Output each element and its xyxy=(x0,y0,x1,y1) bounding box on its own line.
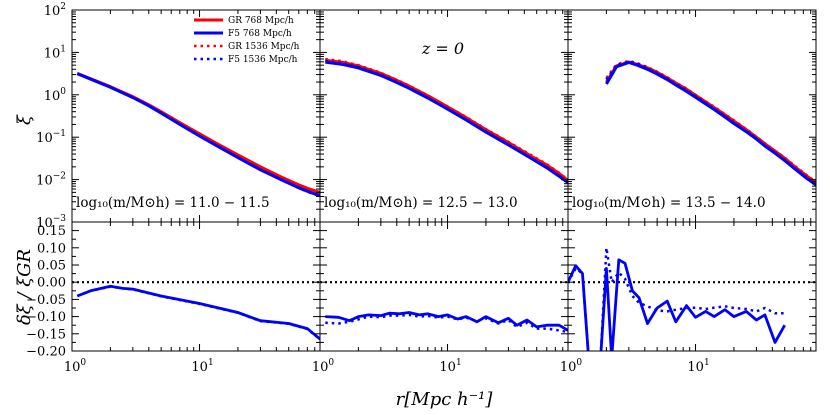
series-layer xyxy=(72,57,816,351)
x-tick-label: 101 xyxy=(687,358,709,375)
ratio-768-line xyxy=(568,258,786,351)
ratio-768-line xyxy=(325,311,568,332)
top-y-axis-label: ξ xyxy=(14,114,35,125)
panel-frame-bottom xyxy=(319,221,569,352)
x-tick-label: 100 xyxy=(312,358,335,375)
panel-frame-top xyxy=(567,9,817,223)
legend-label-gr-768: GR 768 Mpc/h xyxy=(228,16,294,26)
xi-f5-1536-line xyxy=(605,60,816,186)
bottom-y-tick-label: −0.10 xyxy=(26,310,66,325)
ticks-layer xyxy=(71,9,816,352)
xi-gr-1536-line xyxy=(76,72,320,194)
mass-bin-label-1: log₁₀(m/M⊙h) = 11.0 − 11.5 xyxy=(76,195,270,211)
top-y-tick-label: 101 xyxy=(44,44,66,61)
legend-label-f5-1536: F5 1536 Mpc/h xyxy=(228,55,298,65)
legend-label-f5-768: F5 768 Mpc/h xyxy=(228,29,292,39)
legend-label-gr-1536: GR 1536 Mpc/h xyxy=(228,42,300,52)
xi-gr-768-line xyxy=(325,58,568,182)
xi-gr-768-line xyxy=(76,72,320,194)
mass-bin-label-3: log₁₀(m/M⊙h) = 13.5 − 14.0 xyxy=(572,195,766,211)
x-tick-label: 100 xyxy=(64,358,87,375)
top-y-tick-label: 10−1 xyxy=(36,129,66,146)
bottom-y-tick-label: −0.15 xyxy=(26,327,66,342)
top-y-tick-label: 102 xyxy=(44,2,66,19)
frames-layer xyxy=(71,9,817,352)
xi-f5-768-line xyxy=(325,60,568,184)
ratio-1536-line xyxy=(76,285,320,341)
top-y-tick-labels: 102 101 100 10−1 10−2 10−3 xyxy=(36,2,66,231)
panel-frame-bottom xyxy=(567,221,817,352)
top-y-tick-label: 100 xyxy=(44,87,67,104)
xi-f5-1536-line xyxy=(325,59,568,184)
xi-gr-1536-line xyxy=(605,59,816,184)
bottom-y-tick-label: 0.10 xyxy=(37,241,66,256)
top-y-tick-label: 10−2 xyxy=(36,172,66,189)
bottom-y-tick-label: −0.20 xyxy=(26,345,66,360)
xi-gr-768-line xyxy=(605,60,816,184)
bottom-y-tick-labels: 0.15 0.10 0.05 0.00 −0.05 −0.10 −0.15 −0… xyxy=(26,224,66,359)
legend: GR 768 Mpc/h F5 768 Mpc/h GR 1536 Mpc/h … xyxy=(194,16,300,65)
bottom-y-tick-label: 0.15 xyxy=(37,224,66,239)
x-tick-label: 101 xyxy=(191,358,213,375)
bottom-y-axis-label: δξ / ξGR xyxy=(14,249,35,325)
x-tick-label: 101 xyxy=(439,358,461,375)
redshift-label: z = 0 xyxy=(421,39,464,58)
mass-bin-label-2: log₁₀(m/M⊙h) = 12.5 − 13.0 xyxy=(324,195,518,211)
xi-f5-768-line xyxy=(605,60,816,187)
x-tick-labels: 100 101 100 101 100 101 xyxy=(64,358,710,375)
ratio-1536-line xyxy=(325,313,568,334)
x-tick-label: 100 xyxy=(560,358,583,375)
ratio-768-line xyxy=(76,284,320,341)
top-y-tick-label: 10−3 xyxy=(36,214,66,231)
bottom-y-tick-label: 0.00 xyxy=(37,276,66,291)
xi-f5-768-line xyxy=(76,72,320,198)
xi-gr-1536-line xyxy=(325,57,568,181)
bottom-y-tick-label: 0.05 xyxy=(37,259,66,274)
x-axis-label: r[Mpc h⁻¹] xyxy=(396,389,494,410)
bottom-y-tick-label: −0.05 xyxy=(26,293,66,308)
